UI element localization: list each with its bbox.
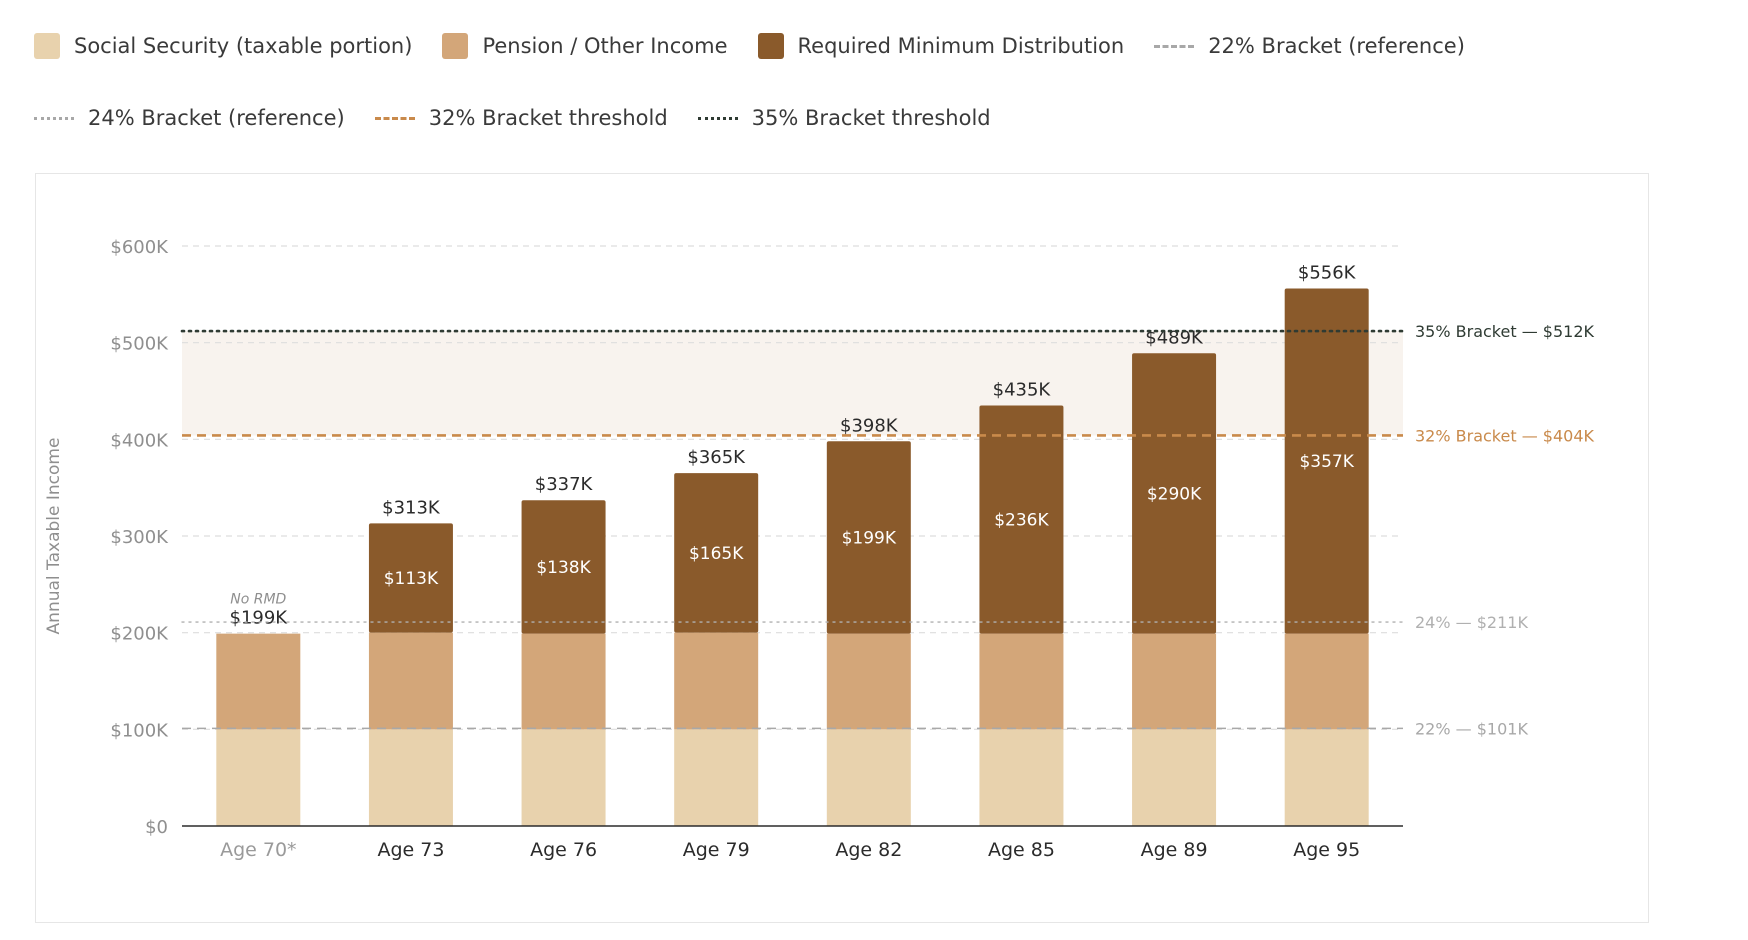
bar-segment (826, 729, 911, 826)
legend-row-2: 24% Bracket (reference) 32% Bracket thre… (34, 98, 1534, 138)
dashed-line-icon (1154, 44, 1195, 48)
bar-total-label: $435K (993, 380, 1052, 401)
y-tick-label: $500K (110, 334, 169, 355)
bar-segment (368, 729, 453, 826)
bar-total-label: $365K (687, 447, 746, 468)
social-security-swatch (34, 33, 60, 59)
bar-segment (1284, 288, 1369, 634)
legend: Social Security (taxable portion) Pensio… (34, 26, 1534, 170)
bar-segment (216, 633, 301, 730)
reference-line-label: 32% Bracket — $404K (1415, 426, 1595, 445)
y-axis-label: Annual Taxable Income (44, 438, 64, 635)
segment-label: $290K (1147, 484, 1202, 504)
dashed-line-icon (374, 116, 415, 120)
x-tick-label: Age 82 (835, 839, 902, 861)
pension-swatch (442, 33, 469, 59)
reference-line-label: 22% — $101K (1415, 719, 1528, 738)
x-tick-label: Age 85 (988, 839, 1055, 861)
legend-item-32-bracket[interactable]: 32% Bracket threshold (374, 106, 668, 130)
y-tick-label: $200K (110, 624, 169, 645)
x-tick-label: Age 95 (1293, 839, 1360, 861)
legend-label: Pension / Other Income (482, 34, 728, 58)
bar-segment (826, 441, 911, 634)
bar-segment (1284, 729, 1369, 826)
stacked-bar-chart: $0 $100K $200K $300K $400K $500K $600K Annual T… (44, 237, 1595, 861)
bar-segment (979, 729, 1064, 826)
bar-segment (1132, 729, 1217, 826)
bar-segment (216, 729, 301, 826)
legend-item-22-bracket[interactable]: 22% Bracket (reference) (1154, 34, 1465, 58)
legend-label: 22% Bracket (reference) (1208, 34, 1465, 58)
bracket-band (182, 331, 1403, 436)
bar-segment (1132, 633, 1217, 730)
legend-item-24-bracket[interactable]: 24% Bracket (reference) (34, 106, 345, 130)
x-tick-label: Age 89 (1141, 839, 1208, 861)
bar-total-label: $313K (382, 497, 441, 518)
bar-segment (674, 632, 759, 730)
x-tick-label: Age 70* (220, 839, 296, 861)
legend-label: Social Security (taxable portion) (74, 34, 413, 58)
x-tick-label: Age 76 (530, 839, 597, 861)
legend-item-35-bracket[interactable]: 35% Bracket threshold (697, 106, 991, 130)
y-tick-label: $300K (110, 527, 169, 548)
legend-label: 35% Bracket threshold (751, 106, 991, 130)
legend-label: Required Minimum Distribution (797, 34, 1125, 58)
segment-label: $199K (842, 528, 897, 548)
rmd-swatch (757, 33, 784, 59)
bar-total-label: $489K (1145, 327, 1204, 348)
y-tick-label: $100K (110, 720, 169, 741)
bar-note: No RMD (230, 592, 286, 608)
legend-row-1: Social Security (taxable portion) Pensio… (34, 26, 1534, 66)
bar-total-label: $199K (230, 608, 289, 629)
segment-label: $357K (1299, 452, 1354, 472)
y-tick-label: $600K (110, 237, 169, 258)
y-tick-label: $0 (145, 817, 168, 838)
bar-segment (1132, 353, 1217, 634)
bar-segment (368, 523, 453, 633)
segment-label: $165K (689, 544, 744, 564)
bar-segment (826, 633, 911, 730)
legend-item-social-security[interactable]: Social Security (taxable portion) (34, 33, 412, 59)
segment-label: $138K (536, 558, 591, 578)
reference-line-label: 35% Bracket — $512K (1415, 322, 1595, 341)
bar-total-label: $398K (840, 415, 899, 436)
chart-panel: $0 $100K $200K $300K $400K $500K $600K Annual T… (35, 173, 1649, 923)
legend-item-rmd[interactable]: Required Minimum Distribution (757, 33, 1125, 59)
bar-total-label: $337K (535, 474, 594, 495)
bar-segment (1284, 633, 1369, 730)
legend-item-pension[interactable]: Pension / Other Income (442, 33, 728, 59)
bar-segment (674, 473, 759, 633)
dotted-line-icon (697, 116, 738, 120)
x-tick-label: Age 79 (683, 839, 750, 861)
reference-line-label: 24% — $211K (1415, 613, 1528, 632)
bar-segment (521, 500, 606, 634)
bar-segment (521, 633, 606, 730)
legend-label: 24% Bracket (reference) (88, 106, 345, 130)
segment-label: $113K (384, 569, 439, 589)
bar-segment (368, 632, 453, 730)
bar-segment (521, 729, 606, 826)
segment-label: $236K (994, 511, 1049, 531)
dotted-line-icon (34, 116, 74, 120)
bar-segment (979, 633, 1064, 730)
y-tick-label: $400K (110, 430, 169, 451)
x-tick-label: Age 73 (377, 839, 444, 861)
legend-label: 32% Bracket threshold (428, 106, 668, 130)
bar-segment (979, 405, 1064, 634)
bar-segment (674, 729, 759, 826)
bar-total-label: $556K (1298, 263, 1357, 284)
